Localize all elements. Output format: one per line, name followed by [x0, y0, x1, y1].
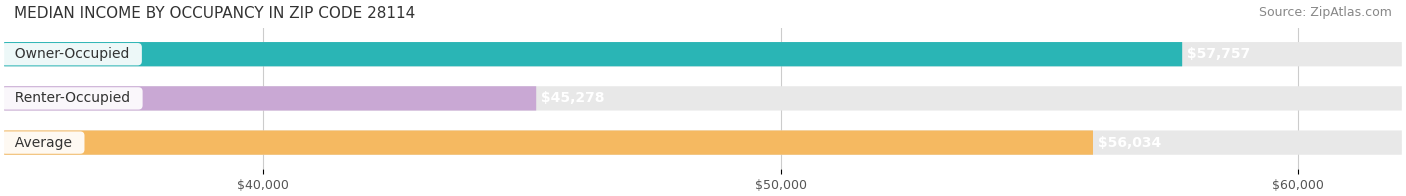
Text: $45,278: $45,278: [536, 91, 605, 105]
Text: Owner-Occupied: Owner-Occupied: [6, 47, 138, 61]
FancyBboxPatch shape: [4, 86, 1402, 111]
Text: Average: Average: [6, 136, 80, 150]
Text: MEDIAN INCOME BY OCCUPANCY IN ZIP CODE 28114: MEDIAN INCOME BY OCCUPANCY IN ZIP CODE 2…: [14, 6, 415, 21]
Text: Source: ZipAtlas.com: Source: ZipAtlas.com: [1258, 6, 1392, 19]
FancyBboxPatch shape: [4, 131, 1092, 155]
FancyBboxPatch shape: [4, 86, 536, 111]
FancyBboxPatch shape: [4, 42, 1182, 66]
Text: $57,757: $57,757: [1182, 47, 1250, 61]
Text: Renter-Occupied: Renter-Occupied: [6, 91, 138, 105]
FancyBboxPatch shape: [4, 131, 1402, 155]
Text: $56,034: $56,034: [1092, 136, 1161, 150]
FancyBboxPatch shape: [4, 42, 1402, 66]
